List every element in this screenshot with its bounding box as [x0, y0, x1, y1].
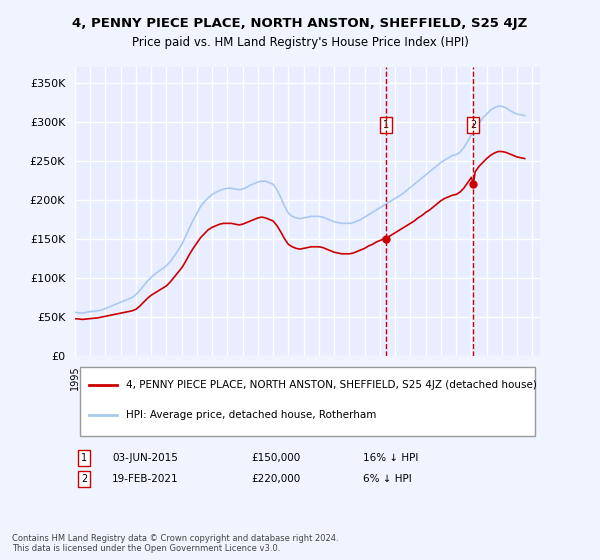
Text: 4, PENNY PIECE PLACE, NORTH ANSTON, SHEFFIELD, S25 4JZ (detached house): 4, PENNY PIECE PLACE, NORTH ANSTON, SHEF… [126, 380, 537, 390]
Text: 03-JUN-2015: 03-JUN-2015 [112, 454, 178, 463]
Text: Contains HM Land Registry data © Crown copyright and database right 2024.
This d: Contains HM Land Registry data © Crown c… [12, 534, 338, 553]
FancyBboxPatch shape [80, 367, 535, 436]
Text: 4, PENNY PIECE PLACE, NORTH ANSTON, SHEFFIELD, S25 4JZ: 4, PENNY PIECE PLACE, NORTH ANSTON, SHEF… [73, 17, 527, 30]
Text: Price paid vs. HM Land Registry's House Price Index (HPI): Price paid vs. HM Land Registry's House … [131, 36, 469, 49]
Text: 1: 1 [81, 454, 88, 463]
Text: £150,000: £150,000 [252, 454, 301, 463]
Text: 2: 2 [81, 474, 88, 484]
Text: 1: 1 [383, 120, 389, 130]
Text: 6% ↓ HPI: 6% ↓ HPI [364, 474, 412, 484]
Text: £220,000: £220,000 [252, 474, 301, 484]
Text: 19-FEB-2021: 19-FEB-2021 [112, 474, 179, 484]
Text: HPI: Average price, detached house, Rotherham: HPI: Average price, detached house, Roth… [126, 410, 377, 421]
Text: 16% ↓ HPI: 16% ↓ HPI [364, 454, 419, 463]
Text: 2: 2 [470, 120, 476, 130]
